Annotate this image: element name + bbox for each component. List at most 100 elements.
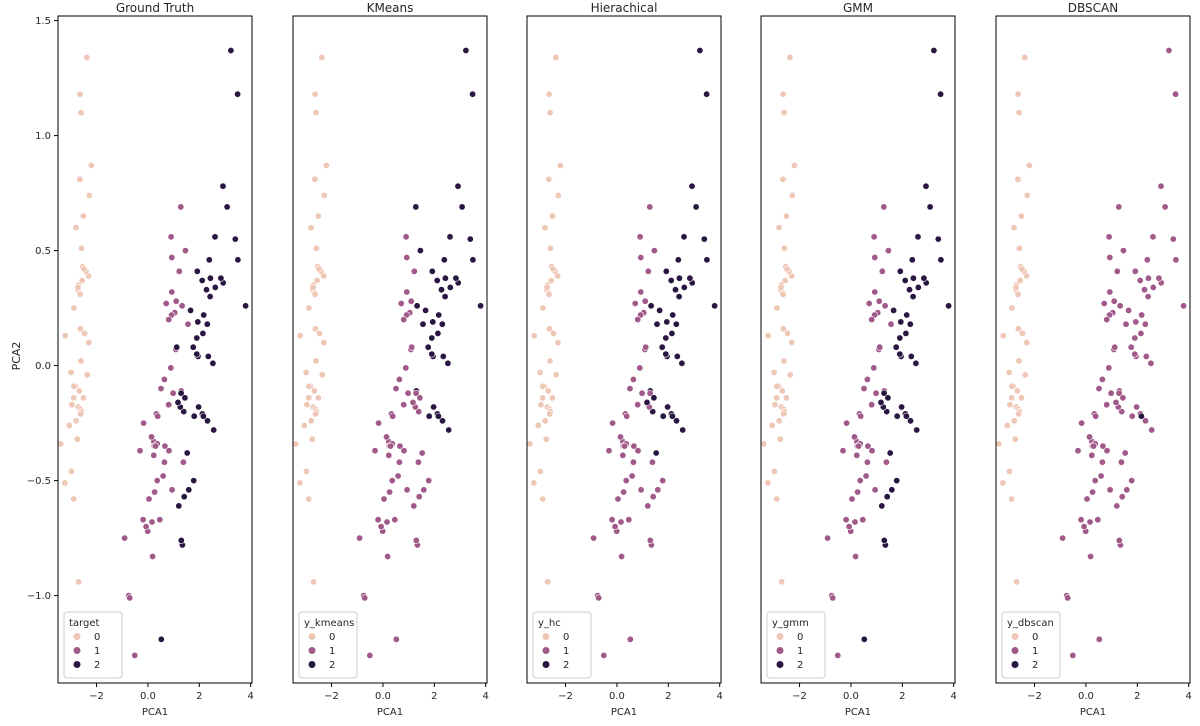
scatter-point bbox=[392, 635, 400, 643]
scatter-point bbox=[888, 486, 896, 494]
scatter-point bbox=[662, 267, 670, 275]
scatter-point bbox=[1059, 534, 1067, 542]
scatter-point bbox=[614, 495, 622, 503]
scatter-point bbox=[906, 417, 914, 425]
scatter-point bbox=[1074, 447, 1082, 455]
scatter-point bbox=[534, 421, 542, 429]
scatter-point bbox=[863, 375, 871, 383]
scatter-point bbox=[425, 412, 433, 420]
scatter-point bbox=[1021, 371, 1029, 379]
scatter-point bbox=[145, 495, 153, 503]
scatter-point bbox=[536, 467, 544, 475]
scatter-point bbox=[403, 486, 411, 494]
scatter-point bbox=[646, 536, 654, 544]
plot-frame bbox=[57, 15, 253, 684]
scatter-point bbox=[548, 394, 556, 402]
scatter-point bbox=[391, 516, 399, 524]
legend-label: 2 bbox=[563, 660, 569, 671]
scatter-point bbox=[1083, 495, 1091, 503]
scatter-point bbox=[149, 552, 157, 560]
scatter-point bbox=[193, 334, 201, 342]
scatter-point bbox=[1015, 244, 1023, 252]
scatter-point bbox=[646, 389, 654, 397]
scatter-point bbox=[1105, 364, 1113, 372]
legend-title: y_kmeans bbox=[304, 618, 354, 629]
scatter-point bbox=[441, 274, 449, 282]
scatter-point bbox=[544, 387, 552, 395]
scatter-point bbox=[616, 433, 624, 441]
scatter-point bbox=[394, 472, 402, 480]
scatter-point bbox=[131, 651, 139, 659]
scatter-point bbox=[1169, 235, 1177, 243]
scatter-point bbox=[439, 352, 447, 360]
scatter-point bbox=[1012, 283, 1020, 291]
y-axis-label: PCA2 bbox=[10, 342, 23, 371]
scatter-point bbox=[1119, 394, 1127, 402]
scatter-point bbox=[177, 203, 185, 211]
scatter-point bbox=[999, 479, 1007, 487]
scatter-point bbox=[211, 233, 219, 241]
scatter-point bbox=[434, 412, 442, 420]
scatter-point bbox=[703, 256, 711, 264]
scatter-point bbox=[776, 435, 784, 443]
scatter-point bbox=[150, 451, 158, 459]
scatter-point bbox=[469, 90, 477, 98]
scatter-point bbox=[175, 502, 183, 510]
scatter-point bbox=[1106, 254, 1114, 262]
scatter-point bbox=[181, 247, 189, 255]
scatter-point bbox=[234, 256, 242, 264]
scatter-point bbox=[922, 182, 930, 190]
scatter-point bbox=[1107, 389, 1115, 397]
scatter-point bbox=[634, 447, 642, 455]
x-tick-label: 2 bbox=[431, 691, 437, 702]
scatter-point bbox=[778, 578, 786, 586]
scatter-point bbox=[546, 244, 554, 252]
scatter-point bbox=[857, 412, 865, 420]
scatter-point bbox=[656, 306, 664, 314]
scatter-point bbox=[305, 394, 313, 402]
scatter-point bbox=[637, 486, 645, 494]
scatter-point bbox=[1005, 467, 1013, 475]
scatter-point bbox=[382, 433, 390, 441]
scatter-point bbox=[422, 306, 430, 314]
scatter-point bbox=[199, 412, 207, 420]
scatter-point bbox=[871, 254, 879, 262]
scatter-point bbox=[902, 412, 910, 420]
scatter-point bbox=[418, 449, 426, 457]
legend-marker bbox=[1011, 633, 1019, 640]
scatter-point bbox=[898, 403, 906, 411]
scatter-point bbox=[402, 364, 410, 372]
scatter-point bbox=[897, 318, 905, 326]
y-tick-label: 0.5 bbox=[35, 246, 51, 257]
scatter-point bbox=[686, 274, 694, 282]
scatter-point bbox=[865, 299, 873, 307]
scatter-point bbox=[526, 440, 534, 448]
scatter-point bbox=[862, 472, 870, 480]
scatter-point bbox=[637, 288, 645, 296]
scatter-point bbox=[871, 288, 879, 296]
scatter-point bbox=[779, 90, 787, 98]
scatter-point bbox=[554, 191, 562, 199]
scatter-point bbox=[786, 53, 794, 61]
scatter-point bbox=[906, 320, 914, 328]
scatter-point bbox=[206, 274, 214, 282]
scatter-point bbox=[169, 389, 177, 397]
scatter-point bbox=[157, 385, 165, 393]
scatter-point bbox=[893, 477, 901, 485]
scatter-point bbox=[1077, 516, 1085, 524]
scatter-point bbox=[165, 447, 173, 455]
scatter-point bbox=[310, 387, 318, 395]
x-tick-label: 2 bbox=[665, 691, 671, 702]
scatter-point bbox=[193, 350, 201, 358]
scatter-point bbox=[674, 256, 682, 264]
scatter-point bbox=[775, 224, 783, 232]
scatter-point bbox=[375, 419, 383, 427]
scatter-point bbox=[177, 389, 185, 397]
scatter-point bbox=[617, 518, 625, 526]
scatter-point bbox=[1142, 417, 1150, 425]
scatter-point bbox=[937, 256, 945, 264]
scatter-point bbox=[641, 297, 649, 305]
scatter-point bbox=[153, 477, 161, 485]
scatter-point bbox=[896, 267, 904, 275]
